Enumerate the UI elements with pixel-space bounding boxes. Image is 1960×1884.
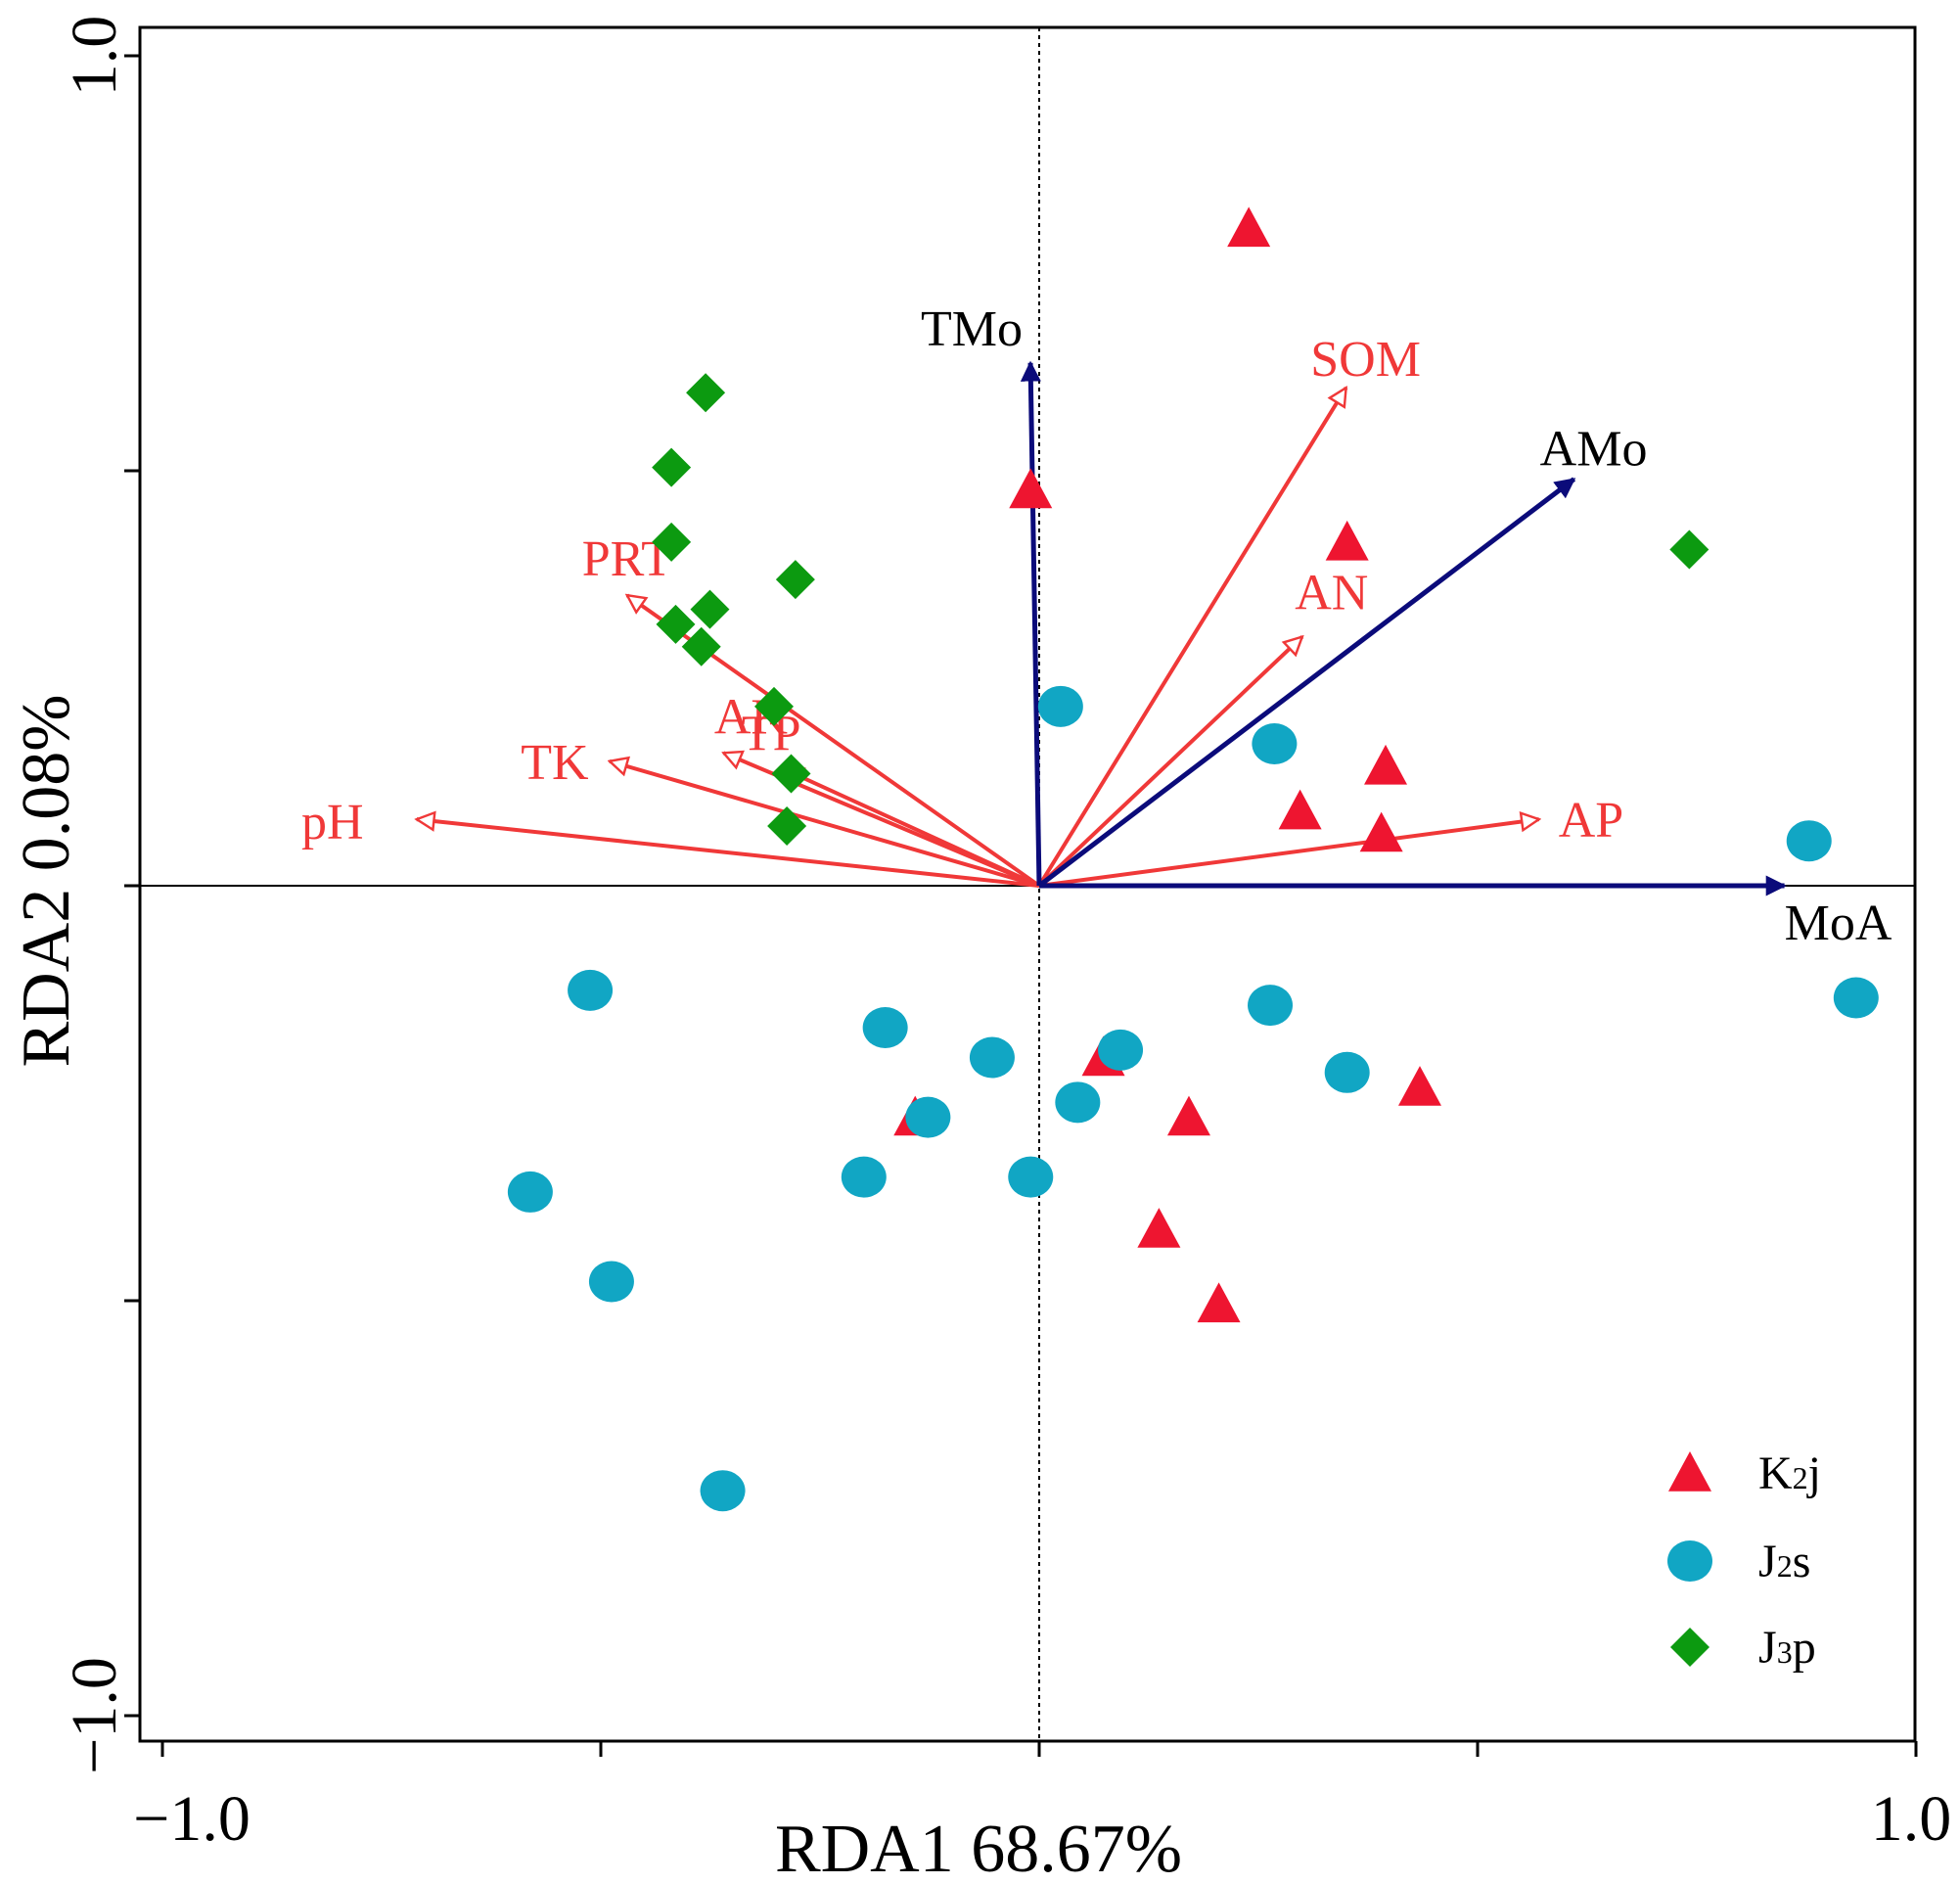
legend-marker-j2s: [1667, 1540, 1712, 1582]
point-k2j: [1197, 1282, 1241, 1323]
x-axis-title: RDA1 68.67%: [775, 1812, 1182, 1884]
response-vector-tmo: [1020, 360, 1042, 887]
y-tick-label-min: −1.0: [59, 1657, 130, 1774]
explanatory-vector-tk: [610, 761, 1040, 888]
point-j3p: [656, 604, 696, 644]
explanatory-vector-prt: [627, 593, 1041, 888]
point-j3p: [754, 686, 795, 726]
explanatory-vector-an: [1037, 637, 1302, 888]
point-j2s: [969, 1036, 1015, 1079]
explanatory-vector-label-ph: pH: [301, 795, 364, 850]
legend-marker-j3p: [1670, 1628, 1709, 1667]
point-j2s: [1248, 985, 1294, 1027]
point-j2s: [841, 1156, 887, 1198]
point-j2s: [507, 1171, 553, 1213]
response-vectors: TMo AMo MoA: [921, 301, 1892, 951]
point-j2s: [1324, 1051, 1370, 1093]
point-k2j: [1227, 207, 1271, 248]
point-j3p: [686, 373, 726, 413]
explanatory-vector-label-an: AN: [1295, 566, 1368, 621]
point-k2j: [1359, 811, 1403, 852]
point-j3p: [771, 754, 811, 794]
y-tick-label-max: 1.0: [59, 16, 130, 97]
explanatory-vector-label-ap: AP: [1559, 793, 1623, 849]
point-j2s: [1098, 1029, 1144, 1071]
point-j2s: [1037, 685, 1083, 727]
axis-ticks: [124, 54, 1918, 1757]
point-k2j: [1364, 744, 1408, 785]
legend-label-j2s: J2s: [1758, 1536, 1810, 1587]
point-j2s: [1786, 820, 1832, 862]
explanatory-vector-ap: [1038, 819, 1539, 888]
response-vector-label-moa: MoA: [1785, 896, 1892, 951]
point-j3p: [775, 560, 815, 600]
y-axis-title: RDA2 0.08%: [9, 694, 84, 1067]
explanatory-vector-label-som: SOM: [1310, 332, 1421, 388]
x-tick-label-max: 1.0: [1871, 1783, 1952, 1855]
explanatory-vector-ph: [417, 819, 1040, 888]
point-j3p: [652, 447, 692, 487]
response-vector-amo: [1037, 477, 1576, 888]
point-j2s: [1008, 1156, 1054, 1198]
point-j3p: [1669, 529, 1709, 570]
sample-points: [507, 207, 1879, 1512]
point-j3p: [767, 805, 807, 846]
response-vector-label-amo: AMo: [1540, 421, 1648, 477]
response-vector-label-tmo: TMo: [921, 301, 1023, 357]
point-k2j: [1137, 1208, 1181, 1248]
point-j3p: [690, 589, 730, 629]
legend-marker-k2j: [1668, 1451, 1711, 1492]
point-j3p: [652, 522, 692, 562]
x-tick-label-min: −1.0: [133, 1783, 251, 1855]
point-j2s: [1252, 722, 1298, 764]
legend: K2j J2s J3p: [1667, 1447, 1821, 1674]
point-j2s: [1833, 977, 1879, 1019]
point-k2j: [1009, 468, 1053, 509]
point-j2s: [700, 1470, 746, 1512]
point-k2j: [1325, 520, 1369, 561]
explanatory-vector-tp: [785, 769, 1040, 888]
point-k2j: [1397, 1066, 1441, 1106]
legend-label-k2j: K2j: [1758, 1447, 1821, 1499]
point-j3p: [681, 626, 721, 666]
point-j2s: [905, 1096, 951, 1138]
point-k2j: [1278, 789, 1322, 830]
point-k2j: [1166, 1095, 1210, 1136]
point-j2s: [588, 1261, 634, 1303]
point-j2s: [1055, 1081, 1101, 1124]
explanatory-vector-label-tk: TK: [521, 735, 589, 791]
point-j2s: [568, 969, 614, 1011]
legend-label-j3p: J3p: [1758, 1622, 1816, 1674]
point-j2s: [862, 1007, 908, 1049]
explanatory-vector-som: [1037, 388, 1348, 888]
